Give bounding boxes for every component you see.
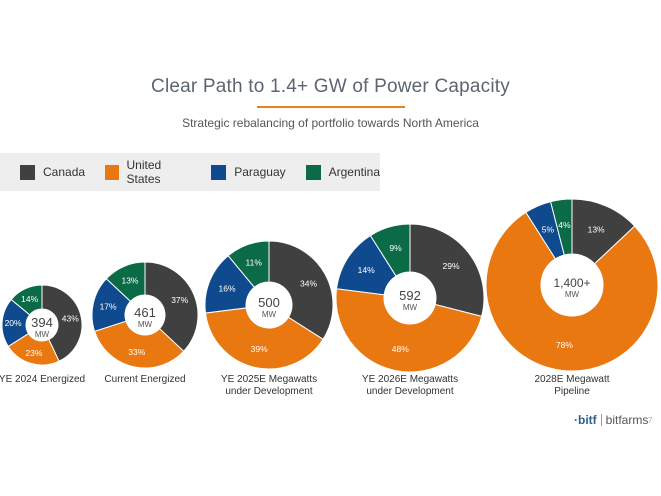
donut-1-unit: MW: [35, 330, 50, 339]
donut-2-slice-argentina: [105, 261, 146, 303]
donut-3-label-canada: 34%: [300, 278, 317, 288]
donut-2-total: 461: [134, 305, 156, 320]
donut-4-label-paraguay: 14%: [358, 265, 375, 275]
donut-3-label-argentina: 11%: [246, 258, 263, 268]
donut-3-unit: MW: [262, 310, 277, 319]
donut-1-total: 394: [31, 315, 53, 330]
legend: Canada United States Paraguay Argentina: [0, 153, 380, 191]
donut-4-label-canada: 29%: [443, 261, 460, 271]
legend-item-canada: Canada: [20, 164, 86, 180]
donut-5-slice-united-states: [485, 211, 659, 372]
donut-3-category-label: under Development: [225, 386, 312, 397]
bitfarms-logo: ·bitf bitfarms: [574, 413, 648, 427]
donut-4-label-argentina: 9%: [389, 243, 402, 253]
legend-swatch-united-states: [105, 164, 119, 180]
legend-label-united-states: United States: [126, 158, 162, 186]
donut-1-label-argentina: 14%: [21, 294, 38, 304]
donut-4-unit: MW: [403, 303, 418, 312]
donut-4-slice-canada: [409, 223, 485, 318]
legend-label-canada: Canada: [43, 165, 86, 179]
donut-4-total: 592: [399, 288, 421, 303]
donut-5-category-label: 2028E Megawatt: [534, 374, 609, 385]
donut-2-category-label: Current Energized: [104, 374, 185, 385]
donut-4-category-label: YE 2026E Megawatts: [362, 374, 458, 385]
donut-3-total: 500: [258, 295, 280, 310]
legend-swatch-canada: [20, 164, 35, 180]
donut-5-label-canada: 13%: [588, 224, 605, 234]
donut-1-label-united-states: 23%: [25, 348, 42, 358]
donut-1-category-label: YE 2024 Energized: [0, 374, 85, 385]
legend-swatch-argentina: [305, 164, 321, 180]
donut-1-slice-canada: [41, 284, 83, 362]
donut-2-label-paraguay: 17%: [100, 302, 117, 312]
donut-4-category-label: under Development: [366, 386, 453, 397]
donut-4-slice-united-states: [335, 288, 483, 373]
chart-subtitle: Strategic rebalancing of portfolio towar…: [182, 116, 479, 130]
donut-5-label-paraguay: 5%: [542, 224, 555, 234]
legend-label-argentina: Argentina: [328, 165, 380, 179]
donut-2-label-canada: 37%: [171, 295, 188, 305]
logo-mark: ·bitf: [574, 413, 597, 427]
donut-4-label-united-states: 48%: [392, 344, 409, 354]
donut-5-category-label: Pipeline: [554, 386, 590, 397]
legend-item-argentina: Argentina: [305, 164, 380, 180]
donut-2-slice-canada: [144, 261, 199, 352]
logo-separator: [600, 414, 602, 426]
logo-name: bitfarms: [605, 413, 649, 427]
donut-1-label-canada: 43%: [62, 314, 79, 324]
chart-title: Clear Path to 1.4+ GW of Power Capacity: [151, 76, 510, 97]
donut-5-label-united-states: 78%: [556, 340, 573, 350]
donut-5-total: 1,400+: [553, 276, 590, 290]
donut-5-slice-argentina: [550, 198, 573, 256]
page-number: 7: [648, 416, 653, 425]
donut-2-label-united-states: 33%: [128, 347, 145, 357]
donut-3-label-paraguay: 16%: [219, 283, 236, 293]
donut-3-category-label: YE 2025E Megawatts: [221, 374, 317, 385]
title-underline: [257, 106, 405, 108]
donut-5-unit: MW: [565, 290, 580, 299]
legend-item-united-states: United States: [105, 158, 191, 186]
donut-3-slice-united-states: [204, 307, 324, 370]
donut-1-label-paraguay: 20%: [5, 318, 22, 328]
donut-3-slice-canada: [268, 240, 334, 340]
donut-4-slice-argentina: [369, 223, 411, 277]
legend-label-paraguay: Paraguay: [234, 165, 286, 179]
donut-3-slice-argentina: [227, 240, 270, 288]
donut-2-slice-united-states: [93, 320, 185, 369]
donut-5-label-argentina: 4%: [558, 220, 571, 230]
donut-2-label-argentina: 13%: [121, 275, 138, 285]
legend-swatch-paraguay: [211, 164, 227, 180]
donut-2-unit: MW: [138, 320, 153, 329]
donut-1-slice-argentina: [10, 284, 43, 316]
legend-item-paraguay: Paraguay: [211, 164, 286, 180]
donut-3-label-united-states: 39%: [251, 344, 268, 354]
